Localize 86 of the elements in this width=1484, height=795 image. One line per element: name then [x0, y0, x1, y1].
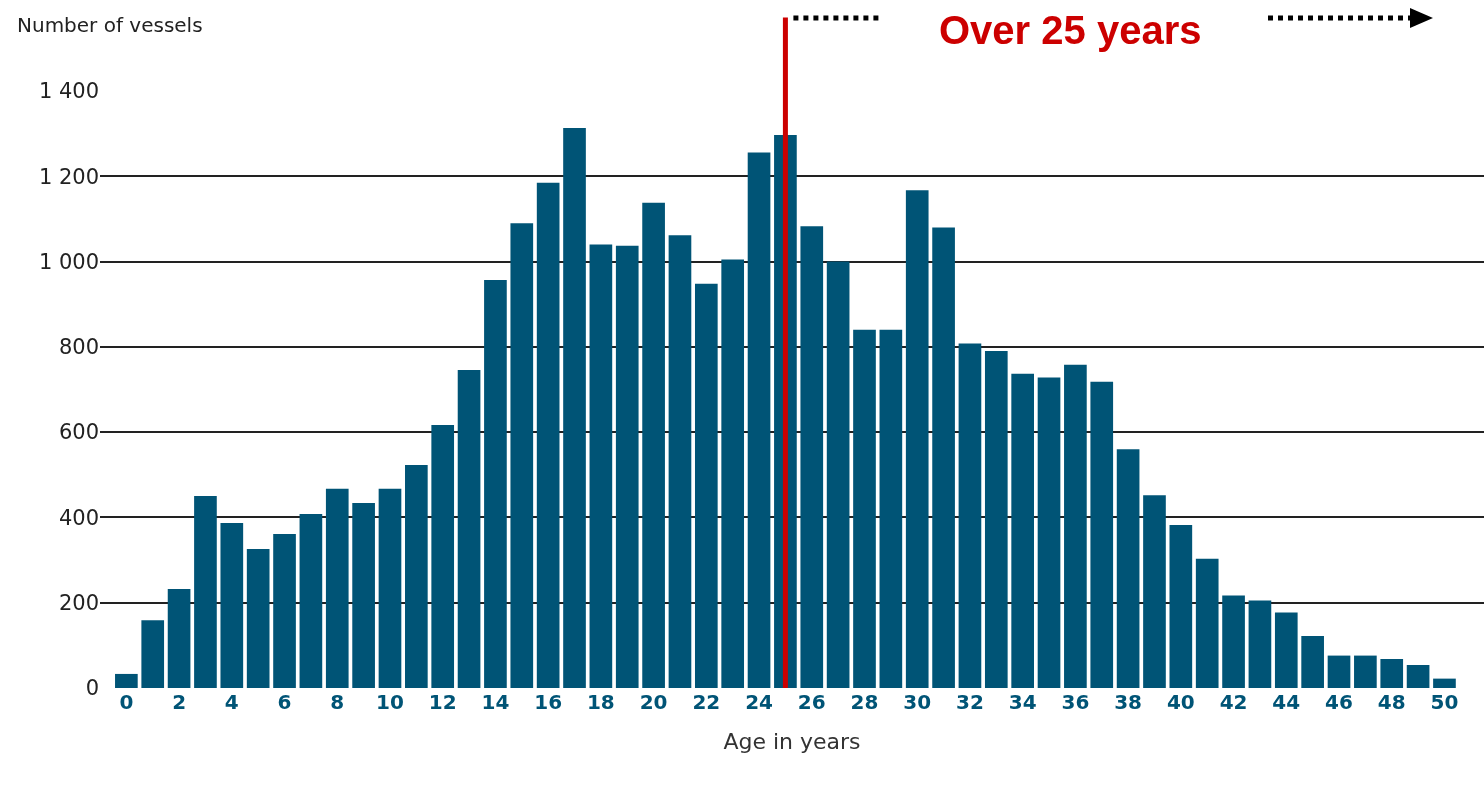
bar — [1116, 449, 1140, 688]
x-tick-label: 16 — [534, 690, 563, 714]
x-tick-label: 38 — [1114, 690, 1143, 714]
x-axis-title: Age in years — [723, 728, 861, 754]
x-tick-label: 30 — [903, 690, 932, 714]
x-tick-label: 28 — [850, 690, 879, 714]
bar — [246, 548, 270, 688]
x-tick-label: 6 — [277, 690, 292, 714]
bar — [1195, 558, 1219, 688]
bar — [694, 283, 718, 688]
bar — [1274, 612, 1298, 688]
bar — [405, 464, 428, 688]
x-tick-label: 36 — [1061, 690, 1090, 714]
bar — [1169, 525, 1193, 688]
x-tick-label: 46 — [1325, 690, 1353, 714]
bar — [431, 424, 455, 688]
bar — [510, 223, 534, 688]
bar — [905, 190, 929, 688]
bar — [984, 351, 1008, 688]
x-tick-label: 10 — [376, 690, 404, 714]
x-tick-label: 24 — [745, 690, 773, 714]
bar — [615, 245, 639, 688]
bar — [194, 496, 217, 688]
bar — [141, 620, 165, 688]
y-tick-label: 1 200 — [38, 164, 99, 189]
x-tick-label: 22 — [692, 690, 721, 714]
x-tick-label: 2 — [172, 690, 187, 714]
bar — [1354, 655, 1377, 688]
bar — [1064, 364, 1087, 688]
x-tick-label: 18 — [586, 690, 615, 714]
text: Over 25 years — [939, 8, 1202, 52]
bar — [220, 522, 244, 688]
bar — [642, 202, 665, 688]
bar — [1143, 495, 1166, 688]
bar — [668, 235, 692, 688]
x-tick-label: 20 — [639, 690, 668, 714]
bar — [800, 226, 824, 688]
bar — [853, 329, 876, 688]
x-tick-label: 40 — [1166, 690, 1195, 714]
bar — [747, 152, 771, 688]
x-tick-label: 4 — [224, 690, 239, 714]
bar — [1406, 664, 1430, 688]
bar — [536, 182, 560, 688]
bar — [879, 329, 903, 688]
bar — [167, 589, 191, 688]
bar — [932, 227, 955, 688]
y-tick-label: 1 000 — [38, 249, 99, 274]
bar — [273, 534, 296, 688]
bar — [826, 261, 850, 688]
bar — [1248, 600, 1272, 688]
bar — [1433, 678, 1456, 688]
x-tick-label: 12 — [428, 690, 457, 714]
bar — [115, 673, 138, 688]
bar — [325, 488, 349, 688]
y-tick-label: 1 400 — [38, 79, 99, 104]
bar — [1327, 655, 1351, 688]
bar — [563, 128, 586, 688]
bar — [484, 279, 507, 688]
x-tick-label: 48 — [1377, 690, 1406, 714]
bar — [1301, 635, 1324, 688]
bar — [1380, 659, 1404, 688]
bar — [589, 244, 613, 688]
x-tick-label: 32 — [956, 690, 984, 714]
x-tick-label: 44 — [1272, 690, 1301, 714]
x-tick-label: 0 — [119, 690, 134, 714]
bar — [721, 259, 745, 688]
y-tick-label: 400 — [58, 505, 99, 530]
bar — [299, 514, 323, 688]
y-tick-label: 800 — [58, 335, 99, 360]
x-tick-label: 34 — [1008, 690, 1037, 714]
x-tick-label: 42 — [1219, 690, 1248, 714]
bar — [1090, 381, 1114, 688]
y-tick-label: 200 — [58, 591, 99, 616]
y-tick-label: 600 — [58, 420, 99, 445]
bar — [378, 488, 402, 688]
bar — [352, 502, 375, 688]
bar — [457, 369, 481, 688]
bar — [1011, 373, 1034, 688]
x-tick-label: 26 — [797, 690, 826, 714]
x-tick-label: 14 — [481, 690, 510, 714]
y-axis-title: Number of vessels — [17, 13, 203, 37]
x-tick-label: 50 — [1430, 690, 1459, 714]
x-tick-label: 8 — [330, 690, 345, 714]
bar — [958, 343, 982, 688]
bar — [1222, 595, 1245, 688]
bar — [1037, 377, 1061, 688]
